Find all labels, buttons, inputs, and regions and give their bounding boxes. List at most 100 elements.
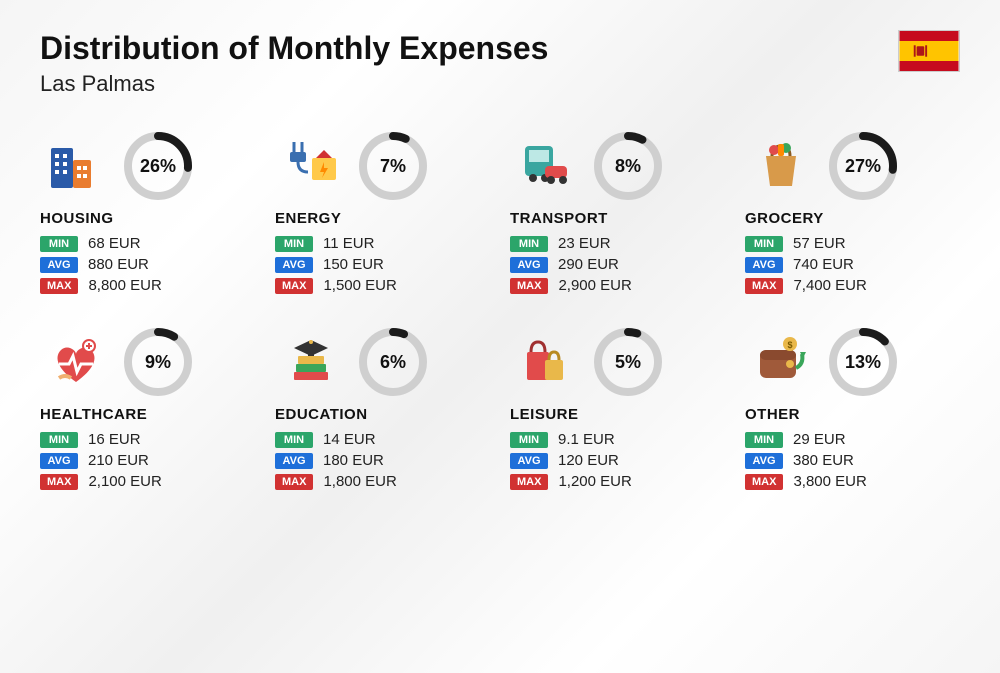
category-name: ENERGY <box>275 210 490 227</box>
donut-energy: 7% <box>359 132 427 200</box>
category-name: OTHER <box>745 406 960 423</box>
val-max: 2,900 EUR <box>558 277 631 294</box>
pct-label: 6% <box>359 328 427 396</box>
val-avg: 210 EUR <box>88 452 149 469</box>
tag-min: MIN <box>745 236 783 252</box>
tag-avg: AVG <box>745 257 783 273</box>
tag-max: MAX <box>275 278 313 294</box>
card-top: 9% <box>40 328 255 396</box>
val-avg: 120 EUR <box>558 452 619 469</box>
tag-min: MIN <box>275 432 313 448</box>
val-max: 1,500 EUR <box>323 277 396 294</box>
val-min: 14 EUR <box>323 431 376 448</box>
val-min: 68 EUR <box>88 235 141 252</box>
svg-text:$: $ <box>787 340 792 350</box>
val-min: 16 EUR <box>88 431 141 448</box>
stat-avg: AVG 120 EUR <box>510 452 725 469</box>
tag-avg: AVG <box>510 453 548 469</box>
stat-avg: AVG 290 EUR <box>510 256 725 273</box>
tag-max: MAX <box>745 474 783 490</box>
category-name: HOUSING <box>40 210 255 227</box>
val-max: 3,800 EUR <box>793 473 866 490</box>
pct-label: 26% <box>124 132 192 200</box>
leisure-icon <box>510 331 582 393</box>
pct-label: 5% <box>594 328 662 396</box>
category-name: EDUCATION <box>275 406 490 423</box>
val-max: 7,400 EUR <box>793 277 866 294</box>
val-avg: 150 EUR <box>323 256 384 273</box>
card-healthcare: 9% HEALTHCARE MIN 16 EUR AVG 210 EUR MAX… <box>40 328 255 494</box>
stat-min: MIN 16 EUR <box>40 431 255 448</box>
stat-avg: AVG 740 EUR <box>745 256 960 273</box>
housing-icon <box>40 135 112 197</box>
page-subtitle: Las Palmas <box>40 71 548 97</box>
tag-avg: AVG <box>275 257 313 273</box>
stat-min: MIN 57 EUR <box>745 235 960 252</box>
pct-label: 9% <box>124 328 192 396</box>
val-min: 23 EUR <box>558 235 611 252</box>
stat-max: MAX 1,200 EUR <box>510 473 725 490</box>
card-education: 6% EDUCATION MIN 14 EUR AVG 180 EUR MAX … <box>275 328 490 494</box>
stat-max: MAX 8,800 EUR <box>40 277 255 294</box>
category-name: GROCERY <box>745 210 960 227</box>
pct-label: 13% <box>829 328 897 396</box>
stat-min: MIN 29 EUR <box>745 431 960 448</box>
tag-max: MAX <box>275 474 313 490</box>
pct-label: 7% <box>359 132 427 200</box>
stat-min: MIN 14 EUR <box>275 431 490 448</box>
val-min: 57 EUR <box>793 235 846 252</box>
card-other: $ 13% OTHER MIN 29 EUR AVG 380 EUR MAX 3… <box>745 328 960 494</box>
tag-max: MAX <box>510 278 548 294</box>
card-leisure: 5% LEISURE MIN 9.1 EUR AVG 120 EUR MAX 1… <box>510 328 725 494</box>
stat-min: MIN 9.1 EUR <box>510 431 725 448</box>
donut-housing: 26% <box>124 132 192 200</box>
stat-avg: AVG 180 EUR <box>275 452 490 469</box>
card-top: 5% <box>510 328 725 396</box>
val-avg: 880 EUR <box>88 256 149 273</box>
tag-avg: AVG <box>745 453 783 469</box>
donut-education: 6% <box>359 328 427 396</box>
card-top: 7% <box>275 132 490 200</box>
tag-min: MIN <box>510 432 548 448</box>
pct-label: 8% <box>594 132 662 200</box>
card-top: 6% <box>275 328 490 396</box>
page-title: Distribution of Monthly Expenses <box>40 30 548 67</box>
donut-healthcare: 9% <box>124 328 192 396</box>
expense-grid: 26% HOUSING MIN 68 EUR AVG 880 EUR MAX 8… <box>40 132 960 494</box>
tag-min: MIN <box>275 236 313 252</box>
stat-avg: AVG 210 EUR <box>40 452 255 469</box>
val-max: 1,800 EUR <box>323 473 396 490</box>
stat-min: MIN 11 EUR <box>275 235 490 252</box>
card-top: 27% <box>745 132 960 200</box>
tag-max: MAX <box>745 278 783 294</box>
tag-min: MIN <box>40 432 78 448</box>
tag-avg: AVG <box>510 257 548 273</box>
stat-max: MAX 2,900 EUR <box>510 277 725 294</box>
tag-avg: AVG <box>275 453 313 469</box>
stat-min: MIN 23 EUR <box>510 235 725 252</box>
stat-avg: AVG 150 EUR <box>275 256 490 273</box>
energy-icon <box>275 135 347 197</box>
val-avg: 290 EUR <box>558 256 619 273</box>
stat-min: MIN 68 EUR <box>40 235 255 252</box>
category-name: TRANSPORT <box>510 210 725 227</box>
stat-avg: AVG 880 EUR <box>40 256 255 273</box>
other-icon: $ <box>745 331 817 393</box>
val-max: 2,100 EUR <box>88 473 161 490</box>
category-name: LEISURE <box>510 406 725 423</box>
tag-max: MAX <box>510 474 548 490</box>
val-avg: 180 EUR <box>323 452 384 469</box>
tag-max: MAX <box>40 474 78 490</box>
val-max: 1,200 EUR <box>558 473 631 490</box>
card-grocery: 27% GROCERY MIN 57 EUR AVG 740 EUR MAX 7… <box>745 132 960 298</box>
card-top: 26% <box>40 132 255 200</box>
card-transport: 8% TRANSPORT MIN 23 EUR AVG 290 EUR MAX … <box>510 132 725 298</box>
stat-max: MAX 3,800 EUR <box>745 473 960 490</box>
card-top: $ 13% <box>745 328 960 396</box>
card-top: 8% <box>510 132 725 200</box>
donut-leisure: 5% <box>594 328 662 396</box>
tag-avg: AVG <box>40 453 78 469</box>
stat-max: MAX 7,400 EUR <box>745 277 960 294</box>
header: Distribution of Monthly Expenses Las Pal… <box>40 30 960 97</box>
val-max: 8,800 EUR <box>88 277 161 294</box>
